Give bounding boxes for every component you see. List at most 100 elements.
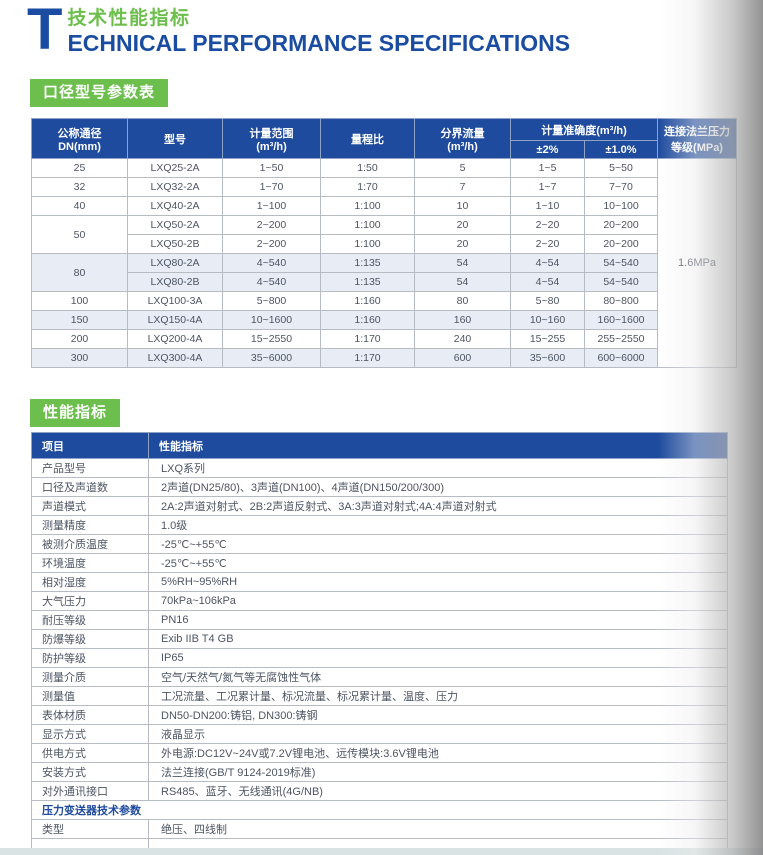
table-row: 300 LXQ300-4A 35~6000 1:170 600 35~600 600~600… — [31, 348, 737, 368]
cell-item-label: 被测介质温度 — [31, 534, 149, 554]
table-row: 耐压等级 PN16 — [31, 610, 728, 630]
table-cell: 10~1600 — [222, 310, 321, 330]
table-row: 测量介质 空气/天然气/氮气等无腐蚀性气体 — [31, 667, 728, 687]
header-line: 等级(MPa) — [671, 141, 723, 154]
table-cell: LXQ50-2B — [127, 234, 223, 254]
section-heading: 压力变送器技术参数 — [31, 800, 728, 820]
table-row: 大气压力 70kPa~106kPa — [31, 591, 728, 611]
cell-spec-value: PN16 — [148, 610, 728, 630]
header-line: 分界流量 — [440, 127, 485, 140]
title-initial-letter: T — [27, 0, 62, 62]
performance-section-badge: 性能指标 — [30, 399, 121, 427]
table-subheader-row: ±2% ±1.0% — [32, 140, 737, 159]
table-cell: 54 — [414, 272, 511, 292]
table-row: 表体材质 DN50-DN200:铸铝, DN300:铸钢 — [31, 705, 728, 725]
cell-spec-value: RS485、蓝牙、无线通讯(4G/NB) — [148, 781, 728, 801]
header-line: DN(mm) — [58, 140, 101, 153]
cell-spec-value: 液晶显示 — [148, 724, 728, 744]
cell-item-label: 防爆等级 — [31, 629, 149, 649]
table-cell: 1:160 — [320, 291, 415, 311]
table-cell: 1:135 — [320, 272, 415, 292]
table-cell: 1~5 — [510, 158, 585, 178]
table-cell: 240 — [414, 329, 511, 349]
table-cell: 80~800 — [583, 291, 659, 311]
table-row: 测量值 工况流量、工况累计量、标况流量、标况累计量、温度、压力 — [31, 686, 728, 706]
table-cell: 1:170 — [320, 329, 415, 349]
cell-item-label: 安装方式 — [31, 762, 149, 782]
table-header-row: 项目 性能指标 — [31, 432, 728, 459]
header-spec: 性能指标 — [148, 432, 728, 459]
table-cell: LXQ80-2A — [127, 253, 223, 273]
table-cell: 600 — [414, 348, 511, 368]
table-row: 被测介质温度 -25℃~+55℃ — [31, 534, 728, 554]
header-item: 项目 — [31, 432, 149, 459]
table-cell: LXQ32-2A — [127, 177, 223, 197]
title-text: 技术性能指标 ECHNICAL PERFORMANCE SPECIFICATIO… — [67, 6, 570, 56]
table-cell: 5 — [414, 158, 511, 178]
table-cell: 10~100 — [583, 196, 659, 216]
table-cell: LXQ300-4A — [127, 348, 223, 368]
table-cell: 600~6000 — [583, 348, 659, 368]
cell-item-label: 大气压力 — [31, 591, 149, 611]
header-line: 公称通径 — [57, 127, 102, 140]
title-chinese: 技术性能指标 — [67, 8, 191, 29]
table-cell: 5~80 — [510, 291, 585, 311]
table-cell: 2~20 — [510, 215, 585, 235]
page-title: T 技术性能指标 ECHNICAL PERFORMANCE SPECIFICAT… — [27, 0, 570, 62]
header-accuracy-group: 计量准确度(m³/h) — [509, 118, 659, 141]
cell-dn: 25 — [31, 158, 128, 178]
cell-spec-value: DN50-DN200:铸铝, DN300:铸钢 — [148, 705, 728, 725]
cell-spec-value: 空气/天然气/氮气等无腐蚀性气体 — [148, 667, 728, 687]
table-row: 安装方式 法兰连接(GB/T 9124-2019标准) — [31, 762, 728, 782]
table-cell: 5~800 — [222, 291, 321, 311]
table-row: LXQ50-2B 2~200 1:100 20 2~20 20~200 — [32, 234, 737, 254]
table-cell: 1:160 — [320, 310, 415, 330]
performance-table-body: 产品型号 LXQ系列 口径及声道数 2声道(DN25/80)、3声道(DN100)、4… — [31, 458, 728, 855]
table-cell: 10~160 — [510, 310, 585, 330]
cell-item-label: 相对湿度 — [31, 572, 149, 592]
table-cell: 80 — [414, 291, 511, 311]
caliber-table-head: 公称通径 DN(mm) 型号 计量范围 (m³/h) 量程比 分界流量 (m³/… — [31, 118, 738, 159]
cell-item-label: 测量精度 — [31, 515, 149, 535]
caliber-section-badge: 口径型号参数表 — [30, 79, 169, 107]
cell-item-label: 耐压等级 — [31, 610, 149, 630]
cell-spec-value: IP65 — [148, 648, 728, 668]
table-row: 200 LXQ200-4A 15~2550 1:170 240 15~255 255~255… — [31, 329, 737, 349]
cell-item-label: 表体材质 — [31, 705, 149, 725]
table-cell: 160~1600 — [583, 310, 659, 330]
table-row: 显示方式 液晶显示 — [31, 724, 728, 744]
table-cell: 2~200 — [222, 234, 321, 254]
cell-item-label: 口径及声道数 — [31, 477, 149, 497]
table-cell: LXQ25-2A — [127, 158, 223, 178]
header-line: (m³/h) — [256, 140, 287, 153]
cell-item-label: 供电方式 — [31, 743, 149, 763]
cell-dn: 300 — [31, 348, 128, 368]
table-row: 供电方式 外电源:DC12V~24V或7.2V锂电池、远传模块:3.6V锂电池 — [31, 743, 728, 763]
header-line: 计量范围 — [249, 127, 294, 140]
table-row: 测量精度 1.0级 — [31, 515, 728, 535]
cell-item-label: 测量介质 — [31, 667, 149, 687]
section-heading-row: 压力变送器技术参数 — [31, 800, 728, 820]
table-cell: 54~540 — [583, 272, 659, 292]
table-cell: 1:100 — [320, 215, 415, 235]
table-cell: 1:100 — [320, 196, 415, 216]
cell-item-label: 产品型号 — [31, 458, 149, 478]
caliber-model-table: 公称通径 DN(mm) 型号 计量范围 (m³/h) 量程比 分界流量 (m³/… — [31, 118, 738, 368]
table-cell: 1:170 — [320, 348, 415, 368]
table-cell: 2~200 — [222, 215, 321, 235]
table-cell: 1:100 — [320, 234, 415, 254]
table-cell: 1~7 — [510, 177, 585, 197]
cell-spec-value: Exib IIB T4 GB — [148, 629, 728, 649]
table-row: 25 LXQ25-2A 1~50 1:50 5 1~5 5~50 1.6MPa — [31, 158, 738, 368]
table-cell: LXQ100-3A — [127, 291, 223, 311]
table-row: 防爆等级 Exib IIB T4 GB — [31, 629, 728, 649]
table-row: 环境温度 -25℃~+55℃ — [31, 553, 728, 573]
table-cell: 35~600 — [510, 348, 585, 368]
cell-spec-value: 70kPa~106kPa — [148, 591, 728, 611]
table-row: 40 LXQ40-2A 1~100 1:100 10 1~10 10~100 — [31, 196, 737, 216]
cell-dn: 200 — [31, 329, 128, 349]
table-cell: 15~255 — [510, 329, 585, 349]
table-cell: 1:70 — [320, 177, 415, 197]
cell-spec-value: LXQ系列 — [148, 458, 728, 478]
